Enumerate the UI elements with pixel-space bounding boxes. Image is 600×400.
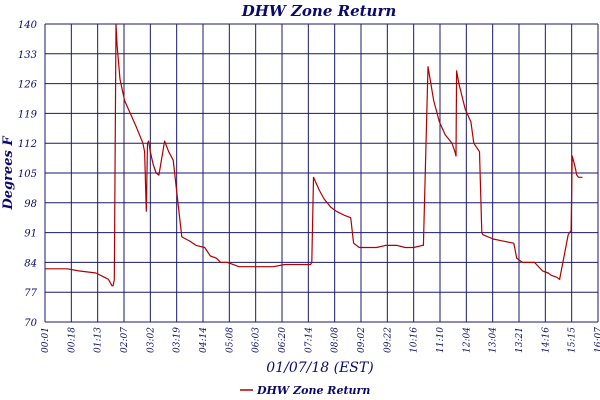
y-axis-label: Degrees F — [1, 136, 16, 211]
x-tick-label: 04:14 — [199, 327, 209, 353]
y-tick-label: 70 — [24, 318, 37, 329]
legend-label: DHW Zone Return — [256, 384, 370, 397]
x-tick-label: 03:02 — [146, 327, 156, 353]
x-tick-label: 00:18 — [67, 327, 77, 353]
x-tick-label: 08:08 — [331, 327, 341, 353]
x-tick-label: 13:04 — [489, 327, 499, 353]
y-tick-label: 119 — [18, 109, 38, 120]
y-tick-label: 105 — [18, 169, 37, 180]
x-tick-label: 00:01 — [41, 327, 51, 353]
x-tick-labels: 00:01 00:18 01:13 02:07 03:02 03:19 04:14 05:08… — [41, 327, 600, 353]
x-tick-label: 03:19 — [173, 327, 183, 353]
y-tick-label: 77 — [24, 288, 37, 299]
x-tick-label: 07:14 — [304, 327, 314, 353]
x-tick-label: 14:16 — [541, 327, 551, 353]
chart-title: DHW Zone Return — [241, 2, 397, 20]
y-tick-label: 84 — [24, 258, 37, 269]
x-tick-label: 12:04 — [462, 327, 472, 353]
series-layer — [45, 23, 583, 287]
x-tick-label: 05:08 — [225, 327, 235, 353]
grid — [44, 23, 599, 323]
series-line — [45, 23, 583, 287]
y-tick-label: 140 — [18, 20, 38, 31]
y-tick-label: 112 — [18, 139, 37, 150]
y-tick-label: 126 — [18, 80, 38, 91]
x-tick-label: 10:16 — [410, 327, 420, 353]
x-tick-label: 15:15 — [568, 327, 578, 353]
legend: DHW Zone Return — [240, 384, 370, 397]
x-tick-label: 11:10 — [436, 327, 446, 353]
y-tick-label: 91 — [24, 229, 37, 240]
x-tick-label: 13:21 — [515, 327, 525, 353]
x-tick-label: 06:20 — [278, 327, 288, 353]
x-axis-label: 01/07/18 (EST) — [266, 360, 373, 376]
x-tick-label: 16:07 — [594, 327, 600, 353]
x-tick-label: 02:07 — [120, 327, 130, 353]
y-tick-label: 98 — [24, 199, 37, 210]
x-tick-label: 01:13 — [94, 327, 104, 353]
x-tick-label: 09:02 — [357, 327, 367, 353]
y-tick-labels: 140 133 126 119 112 105 98 91 84 77 70 — [18, 20, 38, 329]
x-tick-label: 06:03 — [252, 327, 262, 353]
y-tick-label: 133 — [18, 50, 37, 61]
x-tick-label: 09:22 — [383, 327, 393, 353]
